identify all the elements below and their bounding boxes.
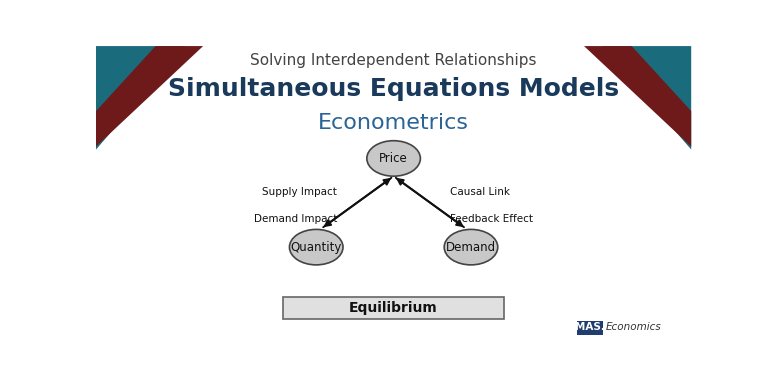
- Ellipse shape: [444, 229, 498, 265]
- Polygon shape: [584, 46, 691, 147]
- Ellipse shape: [367, 141, 420, 176]
- Polygon shape: [602, 46, 691, 149]
- Text: Simultaneous Equations Models: Simultaneous Equations Models: [168, 77, 619, 101]
- Text: MAS.: MAS.: [575, 322, 605, 332]
- Polygon shape: [96, 46, 203, 147]
- Text: Price: Price: [379, 152, 408, 165]
- Ellipse shape: [290, 229, 343, 265]
- Text: Equilibrium: Equilibrium: [349, 301, 438, 315]
- FancyBboxPatch shape: [577, 321, 603, 335]
- Text: Causal Link: Causal Link: [450, 187, 510, 197]
- Text: Supply Impact: Supply Impact: [262, 187, 337, 197]
- Text: Quantity: Quantity: [290, 241, 342, 254]
- Text: Econometrics: Econometrics: [318, 113, 469, 132]
- FancyBboxPatch shape: [283, 297, 504, 319]
- Text: Feedback Effect: Feedback Effect: [450, 214, 533, 224]
- Text: Economics: Economics: [606, 322, 662, 332]
- Text: Demand Impact: Demand Impact: [253, 214, 337, 224]
- Text: Solving Interdependent Relationships: Solving Interdependent Relationships: [250, 53, 537, 68]
- Text: Demand: Demand: [446, 241, 496, 254]
- Polygon shape: [96, 46, 185, 149]
